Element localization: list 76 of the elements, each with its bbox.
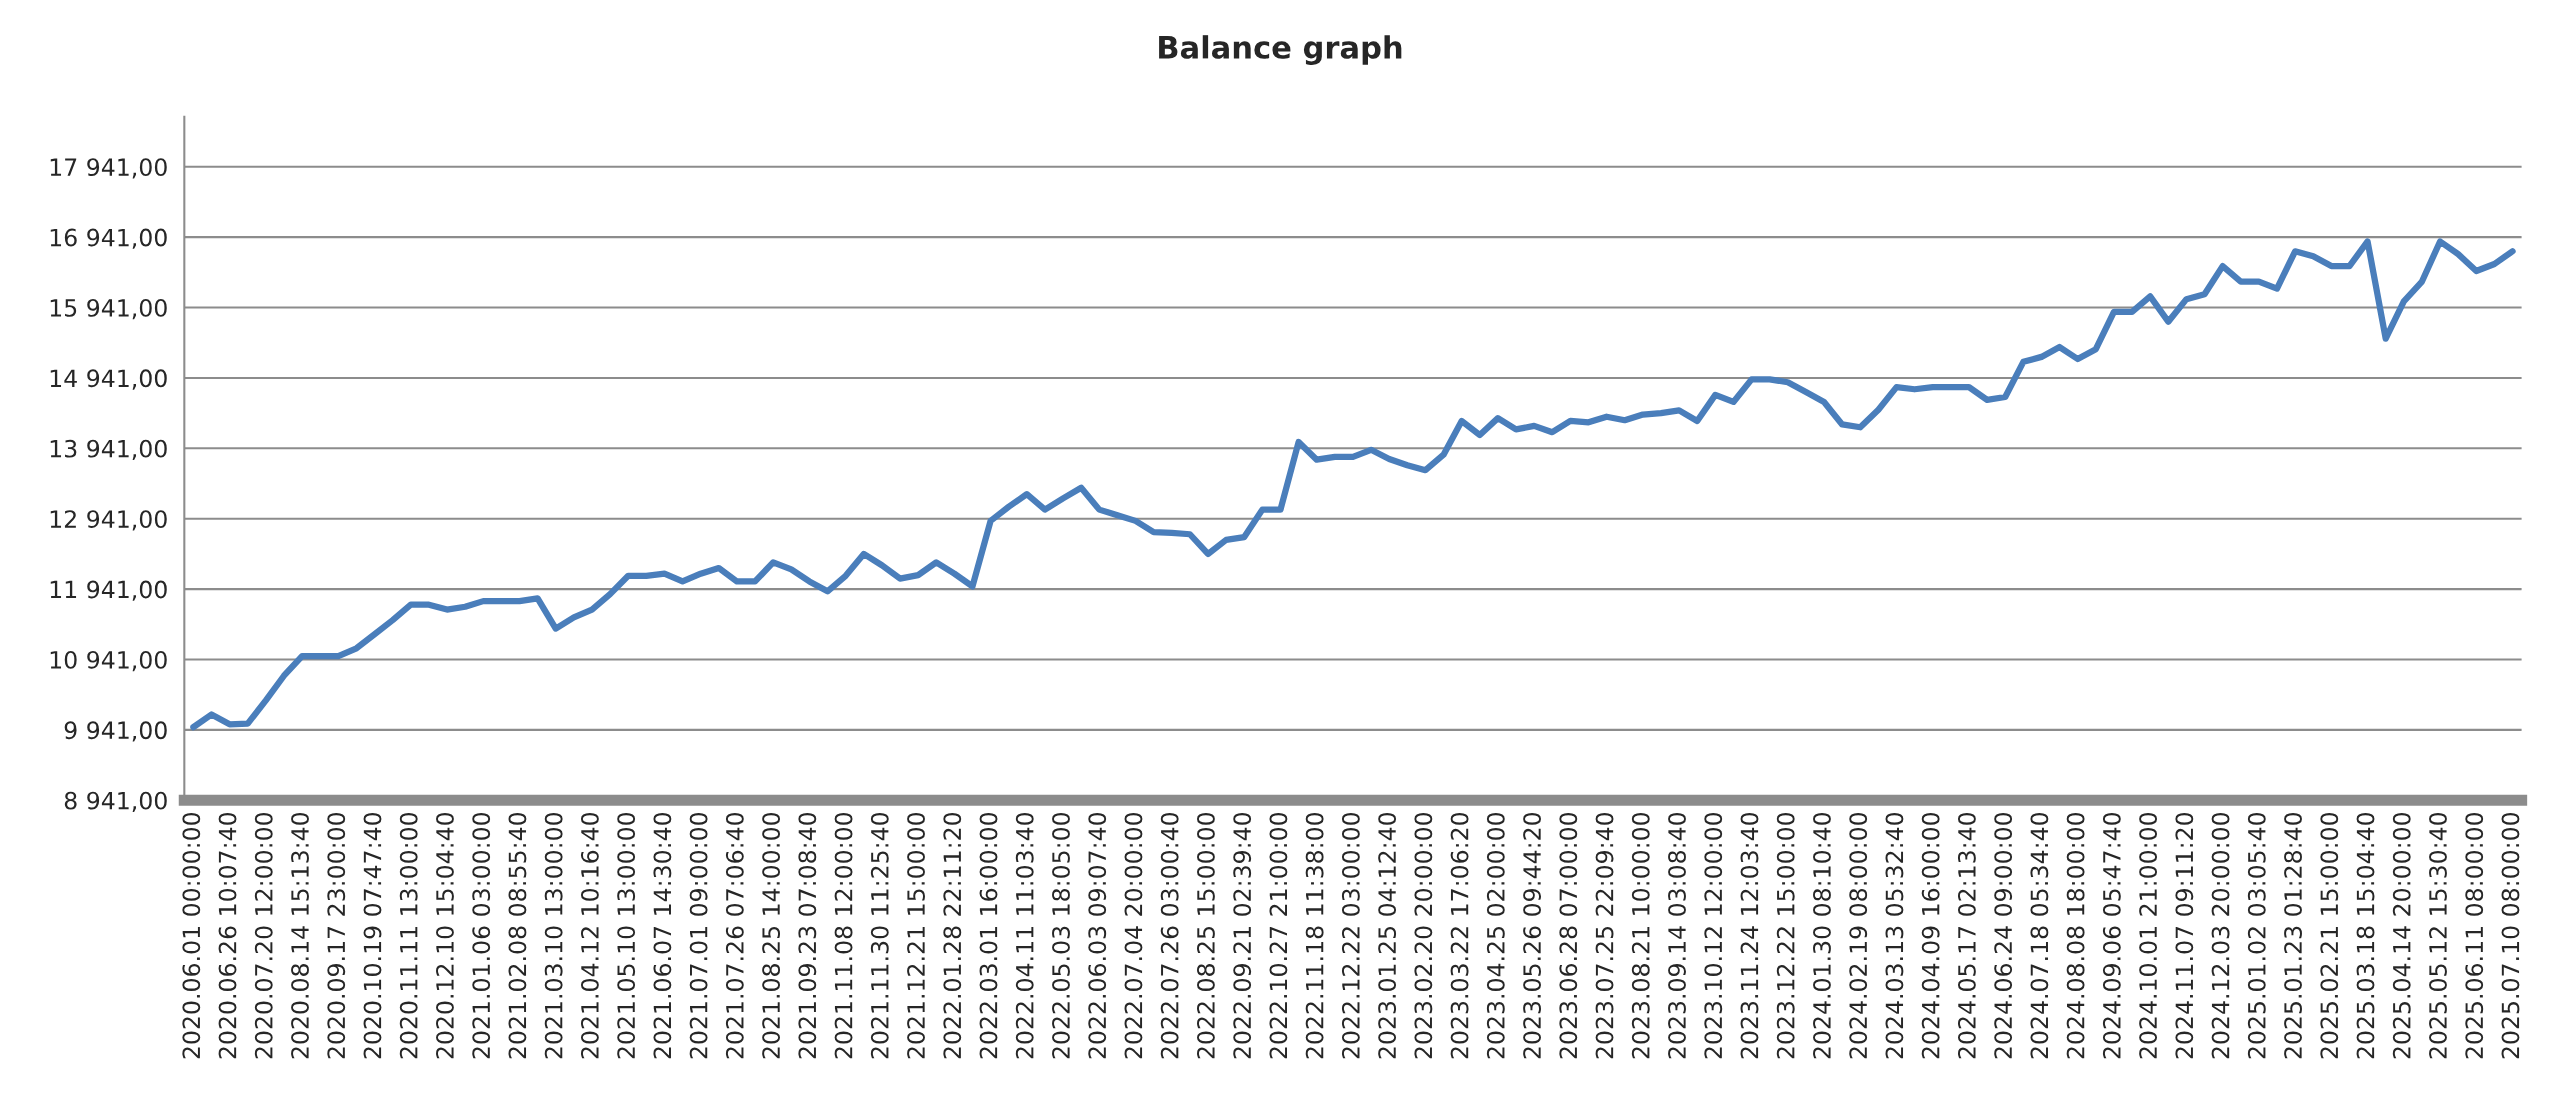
x-tick-label: 2021.05.10 13:00:00	[617, 812, 636, 1059]
y-tick-label: 15 941,00	[50, 298, 167, 320]
x-tick-label: 2022.10.27 21:00:00	[1269, 812, 1288, 1059]
x-tick-label: 2021.11.30 11:25:40	[870, 812, 889, 1059]
x-tick-label: 2024.09.06 05:47:40	[2102, 812, 2121, 1059]
x-tick-label: 2024.05.17 02:13:40	[1957, 812, 1976, 1059]
x-tick-label: 2022.07.26 03:00:40	[1160, 812, 1179, 1059]
x-tick-label: 2021.01.06 03:00:00	[472, 812, 491, 1059]
x-tick-label: 2020.12.10 15:04:40	[436, 812, 454, 1059]
x-tick-label: 2025.04.14 20:00:00	[2392, 812, 2411, 1059]
x-tick-label: 2024.08.08 18:00:00	[2066, 812, 2085, 1059]
x-tick-label: 2024.06.24 09:00:00	[1994, 812, 2013, 1059]
x-tick-label: 2022.07.04 20:00:00	[1124, 812, 1143, 1059]
x-tick-label: 2025.01.23 01:28:40	[2284, 812, 2302, 1059]
x-tick-label: 2023.12.22 15:00:00	[1776, 812, 1795, 1059]
x-tick-label: 2021.03.10 13:00:00	[544, 812, 563, 1059]
x-tick-label: 2024.02.19 08:00:00	[1849, 812, 1868, 1059]
x-tick-label: 2020.06.01 00:00:00	[182, 812, 201, 1059]
x-tick-label: 2022.09.21 02:39:40	[1233, 812, 1252, 1059]
x-tick-label: 2022.11.18 11:38:00	[1305, 812, 1324, 1059]
y-tick-label: 17 941,00	[50, 158, 167, 179]
x-tick-label: 2020.09.17 23:00:00	[327, 812, 346, 1059]
x-tick-label: 2021.08.25 14:00:00	[762, 812, 781, 1059]
x-tick-label: 2021.07.01 09:00:00	[689, 812, 708, 1059]
y-tick-label: 9 941,00	[64, 721, 167, 742]
x-tick-label: 2020.06.26 10:07:40	[218, 812, 237, 1059]
x-tick-label: 2021.02.08 08:55:40	[508, 812, 527, 1059]
x-tick-label: 2024.07.18 05:34:40	[2030, 812, 2049, 1059]
x-tick-label: 2025.06.11 08:00:00	[2465, 812, 2484, 1059]
x-tick-label: 2021.04.12 10:16:40	[580, 812, 599, 1059]
x-tick-label: 2025.05.12 15:30:40	[2429, 812, 2447, 1059]
x-tick-label: 2021.09.23 07:08:40	[798, 812, 817, 1059]
y-tick-label: 8 941,00	[64, 791, 167, 812]
y-tick-label: 16 941,00	[50, 228, 167, 249]
y-tick-label: 11 941,00	[50, 580, 167, 601]
x-tick-label: 2020.11.11 13:00:00	[399, 812, 418, 1059]
x-tick-label: 2022.08.25 15:00:00	[1197, 812, 1215, 1059]
x-tick-label: 2020.07.20 12:00:00	[254, 812, 273, 1059]
y-tick-label: 13 941,00	[50, 439, 167, 461]
chart-title: Balance graph	[1159, 35, 1402, 65]
x-tick-label: 2025.07.10 08:00:00	[2501, 812, 2520, 1059]
x-tick-label: 2023.08.21 10:00:00	[1631, 812, 1650, 1059]
x-tick-label: 2023.04.25 02:00:00	[1486, 812, 1505, 1059]
x-tick-label: 2025.02.21 15:00:00	[2320, 812, 2339, 1059]
x-tick-label: 2022.05.03 18:05:00	[1052, 812, 1070, 1059]
x-tick-label: 2023.10.12 12:00:00	[1704, 812, 1723, 1059]
y-tick-label: 14 941,00	[50, 369, 167, 390]
x-tick-label: 2021.12.21 15:00:00	[907, 812, 925, 1059]
x-tick-label: 2023.03.22 17:06:20	[1450, 812, 1469, 1059]
x-tick-label: 2023.05.26 09:44:20	[1523, 812, 1541, 1059]
x-tick-label: 2022.04.11 11:03:40	[1015, 812, 1034, 1059]
x-tick-label: 2024.03.13 05:32:40	[1885, 812, 1904, 1059]
x-tick-label: 2022.12.22 03:00:00	[1341, 812, 1360, 1059]
x-tick-label: 2022.03.01 16:00:00	[979, 812, 998, 1059]
x-tick-label: 2023.11.24 12:03:40	[1740, 812, 1759, 1059]
x-tick-label: 2024.11.07 09:11:20	[2175, 812, 2194, 1059]
x-tick-label: 2020.10.19 07:47:40	[363, 812, 382, 1059]
x-tick-label: 2024.01.30 08:10:40	[1813, 812, 1831, 1059]
x-tick-label: 2021.11.08 12:00:00	[834, 812, 853, 1059]
x-tick-label: 2020.08.14 15:13:40	[291, 812, 309, 1059]
x-tick-label: 2024.04.09 16:00:00	[1921, 812, 1940, 1059]
y-tick-label: 12 941,00	[50, 510, 167, 531]
x-tick-label: 2025.01.02 03:05:40	[2247, 812, 2266, 1059]
x-tick-label: 2022.01.28 22:11:20	[943, 812, 962, 1059]
x-tick-label: 2023.02.20 20:00:00	[1414, 812, 1433, 1059]
y-tick-label: 10 941,00	[50, 650, 167, 672]
x-tick-label: 2021.06.07 14:30:40	[653, 812, 672, 1059]
x-tick-label: 2023.06.28 07:00:00	[1559, 812, 1578, 1059]
x-tick-label: 2023.09.14 03:08:40	[1668, 812, 1686, 1059]
x-tick-label: 2023.01.25 04:12:40	[1378, 812, 1397, 1059]
x-tick-label: 2021.07.26 07:06:40	[725, 812, 744, 1059]
x-tick-label: 2023.07.25 22:09:40	[1595, 812, 1614, 1059]
x-tick-label: 2024.12.03 20:00:00	[2211, 812, 2230, 1059]
x-tick-label: 2024.10.01 21:00:00	[2139, 812, 2158, 1059]
x-tick-label: 2022.06.03 09:07:40	[1088, 812, 1107, 1059]
x-tick-label: 2025.03.18 15:04:40	[2356, 812, 2375, 1059]
